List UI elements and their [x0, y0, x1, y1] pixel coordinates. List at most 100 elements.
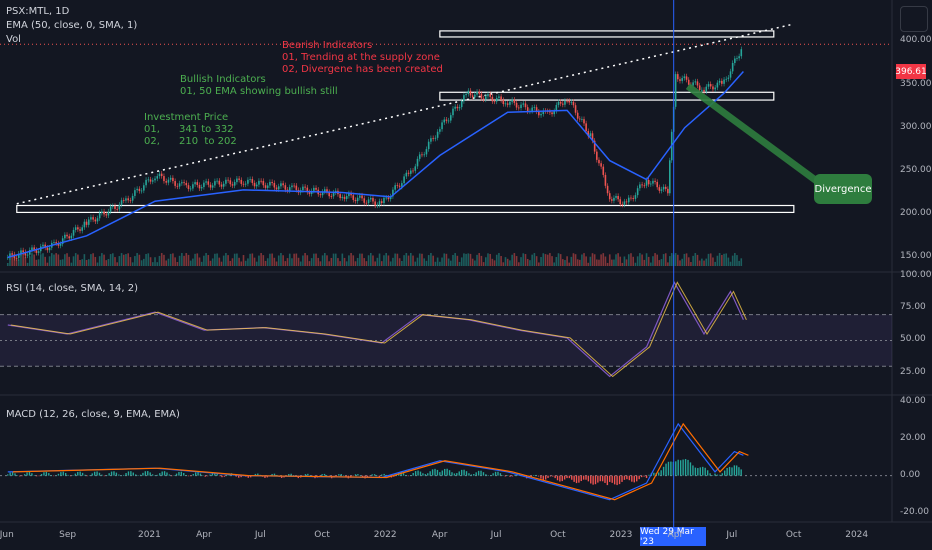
candle-body	[227, 179, 229, 181]
volume-bar	[286, 258, 289, 266]
macd-histogram-bar	[106, 475, 108, 476]
candle-body	[365, 202, 368, 204]
volume-bar	[639, 253, 641, 266]
macd-histogram-bar	[52, 475, 55, 477]
volume-bar	[600, 254, 602, 266]
macd-histogram-bar	[168, 474, 171, 476]
macd-legend[interactable]: MACD (12, 26, close, 9, EMA, EMA)	[6, 409, 180, 420]
volume-bar	[443, 253, 446, 266]
volume-bar	[68, 256, 71, 266]
candle-body	[231, 184, 234, 186]
candle-body	[125, 198, 127, 201]
volume-bar	[341, 253, 344, 266]
chart-settings-button[interactable]	[900, 6, 928, 32]
volume-bar	[589, 256, 592, 266]
macd-histogram-bar	[735, 465, 738, 476]
volume-bar	[196, 253, 199, 266]
macd-histogram-bar	[249, 475, 252, 478]
volume-bar	[181, 253, 183, 266]
rsi-tick-label: 50.00	[900, 334, 926, 345]
macd-histogram-bar	[662, 466, 665, 476]
candle-body	[178, 183, 181, 187]
macd-histogram-bar	[429, 471, 431, 476]
macd-histogram-bar	[23, 474, 26, 476]
macd-histogram-bar	[611, 475, 613, 483]
macd-histogram-bar	[199, 473, 202, 476]
volume-bar	[474, 260, 476, 266]
candle-body	[394, 185, 396, 190]
candle-body	[348, 193, 350, 197]
macd-tick-label: 0.00	[900, 469, 921, 480]
candle-body	[526, 107, 529, 112]
volume-bar	[269, 253, 271, 266]
candle-body	[378, 201, 381, 205]
volume-bar	[559, 254, 562, 266]
macd-histogram-bar	[202, 475, 204, 477]
candle-body	[77, 227, 79, 230]
macd-histogram-bar	[580, 475, 582, 482]
macd-histogram-bar	[304, 474, 307, 476]
rsi-tick-label: 75.00	[900, 302, 926, 313]
macd-histogram-bar	[441, 470, 443, 476]
candle-body	[639, 184, 641, 189]
macd-histogram-bar	[125, 473, 127, 476]
macd-histogram-bar	[211, 472, 214, 476]
candle-body	[416, 158, 419, 167]
rsi-legend[interactable]: RSI (14, close, SMA, 14, 2)	[6, 283, 139, 294]
volume-bar	[9, 256, 11, 266]
volume-bar	[48, 256, 51, 266]
macd-histogram-bar	[506, 475, 509, 476]
macd-histogram-bar	[173, 475, 175, 476]
candle-body	[449, 115, 452, 121]
macd-histogram-bar	[497, 471, 499, 476]
candle-body	[181, 182, 183, 184]
symbol-label[interactable]: PSX:MTL, 1D	[6, 6, 70, 17]
candle-body	[286, 189, 289, 191]
candle-body	[339, 194, 341, 199]
candle-body	[703, 89, 705, 92]
candle-body	[734, 58, 736, 63]
volume-bar	[61, 259, 64, 266]
macd-histogram-bar	[535, 474, 537, 476]
candle-body	[247, 179, 249, 184]
volume-bar	[460, 257, 463, 266]
candle-body	[484, 96, 487, 100]
volume-bar	[467, 253, 470, 266]
volume-bar	[692, 255, 694, 266]
price-zone-box	[439, 91, 775, 101]
volume-bar	[581, 254, 583, 266]
macd-histogram-bar	[609, 475, 611, 482]
ema-legend[interactable]: EMA (50, close, 0, SMA, 1)	[6, 20, 138, 31]
macd-histogram-bar	[559, 475, 561, 482]
candle-body	[617, 195, 619, 200]
candle-body	[35, 249, 38, 253]
candle-body	[332, 192, 335, 197]
volume-bar	[302, 255, 304, 266]
volume-bar	[17, 259, 20, 266]
candle-body	[414, 166, 417, 171]
volume-legend[interactable]: Vol	[6, 34, 21, 45]
volume-bar	[176, 261, 179, 266]
macd-histogram-bar	[660, 470, 662, 476]
volume-bar	[158, 255, 161, 266]
macd-histogram-bar	[50, 475, 52, 476]
macd-histogram-bar	[323, 473, 326, 476]
macd-histogram-bar	[544, 475, 547, 480]
volume-bar	[679, 260, 681, 266]
volume-bar	[59, 259, 62, 266]
macd-histogram-bar	[547, 475, 549, 478]
macd-histogram-bar	[402, 473, 405, 476]
volume-bar	[712, 257, 714, 266]
candle-body	[324, 189, 326, 192]
volume-bar	[656, 254, 659, 266]
macd-histogram-bar	[156, 474, 159, 476]
candle-body	[151, 180, 154, 182]
candle-body	[664, 186, 667, 189]
candle-body	[216, 180, 218, 182]
macd-histogram-bar	[477, 470, 480, 476]
macd-histogram-bar	[465, 471, 468, 476]
volume-bar	[26, 262, 29, 266]
volume-bar	[304, 253, 306, 266]
